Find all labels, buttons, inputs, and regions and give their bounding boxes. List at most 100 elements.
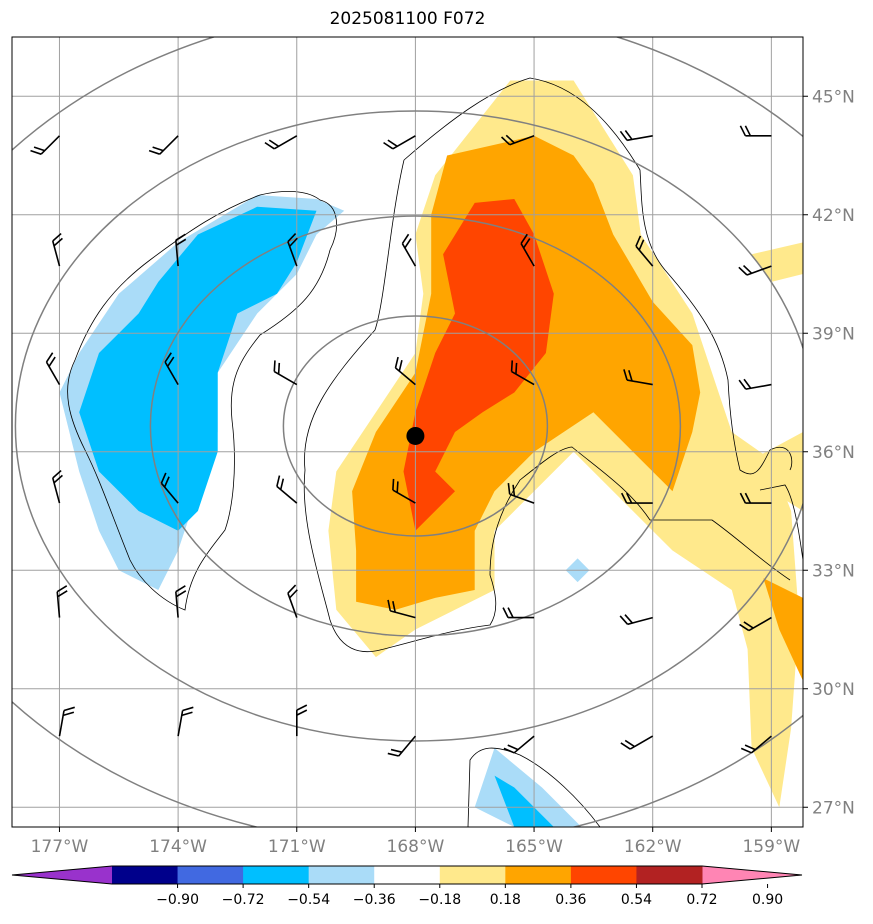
y-tick-label: 33°N <box>812 561 855 581</box>
wind-barb <box>502 607 535 619</box>
wind-barb <box>51 469 63 504</box>
colorbar-tick-label: −0.36 <box>353 892 396 908</box>
wind-barb <box>175 233 187 267</box>
colorbar-segment <box>505 866 572 884</box>
wind-barb <box>58 706 75 737</box>
x-tick-label: 171°W <box>268 837 326 857</box>
wind-barb <box>620 735 654 750</box>
colorbar-tick-label: 0.90 <box>752 892 783 908</box>
colorbar-tick-label: 0.72 <box>686 892 717 908</box>
wind-barb <box>175 585 187 618</box>
wind-barb <box>164 352 179 386</box>
wind-barb <box>401 233 417 267</box>
colorbar: −0.90 −0.72 −0.54 −0.36 −0.18 0.18 0.36 0.54 0.7… <box>11 865 803 908</box>
contour-line <box>67 191 337 611</box>
range-ring <box>14 110 803 742</box>
y-tick-label: 42°N <box>812 206 855 226</box>
shaded-region <box>403 199 554 531</box>
colorbar-tick-label: −0.54 <box>287 892 330 908</box>
shaded-region <box>79 206 317 531</box>
wind-barb <box>276 475 298 504</box>
wind-barb <box>503 735 535 754</box>
wind-barb <box>740 735 772 754</box>
wind-barb <box>383 135 416 150</box>
plot-frame <box>11 36 804 828</box>
wind-barb <box>635 235 654 267</box>
wind-barb <box>148 135 179 155</box>
shaded-region <box>763 578 803 681</box>
y-tick-label: 30°N <box>812 680 855 700</box>
wind-barb <box>273 360 298 386</box>
map-plot-area <box>12 37 803 827</box>
wind-barb <box>623 369 653 386</box>
wind-barb <box>620 492 653 504</box>
colorbar-outline <box>11 865 803 885</box>
wind-barb <box>287 232 298 267</box>
wind-barbs <box>30 125 772 757</box>
x-tick-label: 159°W <box>742 837 800 857</box>
colorbar-tick-label: 0.18 <box>490 892 521 908</box>
wind-barb <box>51 232 63 267</box>
contour-line <box>467 747 601 827</box>
wind-barb <box>392 478 416 504</box>
wind-barb <box>738 378 772 390</box>
shaded-contours <box>59 80 803 827</box>
wind-barb <box>619 614 653 626</box>
colorbar-segment <box>570 866 637 884</box>
wind-barb <box>739 616 772 632</box>
colorbar-tick-label: 0.36 <box>555 892 586 908</box>
colorbar-tick-label: −0.90 <box>156 892 199 908</box>
wind-barb <box>264 135 298 150</box>
wind-barb <box>387 599 416 619</box>
range-ring <box>282 315 549 537</box>
contour-line <box>759 484 803 561</box>
x-tick-label: 177°W <box>31 837 89 857</box>
colorbar-extend-min <box>12 866 112 884</box>
wind-barb <box>56 585 68 618</box>
wind-barb <box>619 129 653 142</box>
y-tick-label: 39°N <box>812 324 855 344</box>
contour-line <box>303 159 791 653</box>
colorbar-tick-label: 0.54 <box>621 892 652 908</box>
wind-barb <box>739 125 772 137</box>
x-tick-label: 168°W <box>387 837 445 857</box>
wind-barb <box>160 472 179 504</box>
wind-barb <box>738 265 772 276</box>
y-tick-label: 36°N <box>812 443 855 463</box>
wind-barb <box>507 483 535 504</box>
contour-line <box>403 77 793 475</box>
colorbar-tick-label: −0.72 <box>222 892 265 908</box>
colorbar-segment <box>112 866 179 884</box>
y-tick-label: 45°N <box>812 87 855 107</box>
x-axis-ticks: 177°W 174°W 171°W 168°W 165°W 162°W 159°W <box>31 827 800 857</box>
wind-barb <box>510 360 535 386</box>
contour-outlines <box>67 77 803 827</box>
wind-barb <box>177 706 194 737</box>
colorbar-segment <box>374 866 441 884</box>
colorbar-segment <box>439 866 506 884</box>
wind-barb <box>287 584 298 618</box>
y-axis-ticks: 45°N 42°N 39°N 36°N 33°N 30°N 27°N <box>803 87 855 818</box>
wind-barb <box>30 135 61 155</box>
colorbar-segment <box>636 866 703 884</box>
wind-barb <box>394 356 416 386</box>
colorbar-tick-label: −0.18 <box>418 892 461 908</box>
wind-barb <box>45 352 61 386</box>
colorbar-segment <box>243 866 310 884</box>
y-tick-label: 27°N <box>812 798 855 818</box>
range-ring <box>149 215 682 637</box>
shaded-region <box>494 775 554 827</box>
storm-center-marker <box>406 426 425 445</box>
x-tick-label: 174°W <box>149 837 207 857</box>
wind-barb <box>387 735 417 757</box>
colorbar-extend-max <box>702 866 802 884</box>
x-tick-label: 165°W <box>505 837 563 857</box>
colorbar-segment <box>177 866 244 884</box>
wind-barb <box>295 704 308 737</box>
wind-barb <box>520 233 535 267</box>
chart-title: 2025081100 F072 <box>329 9 486 29</box>
x-tick-label: 162°W <box>624 837 682 857</box>
wind-barb <box>739 492 772 504</box>
range-rings <box>12 37 803 827</box>
wind-barb <box>500 134 535 146</box>
